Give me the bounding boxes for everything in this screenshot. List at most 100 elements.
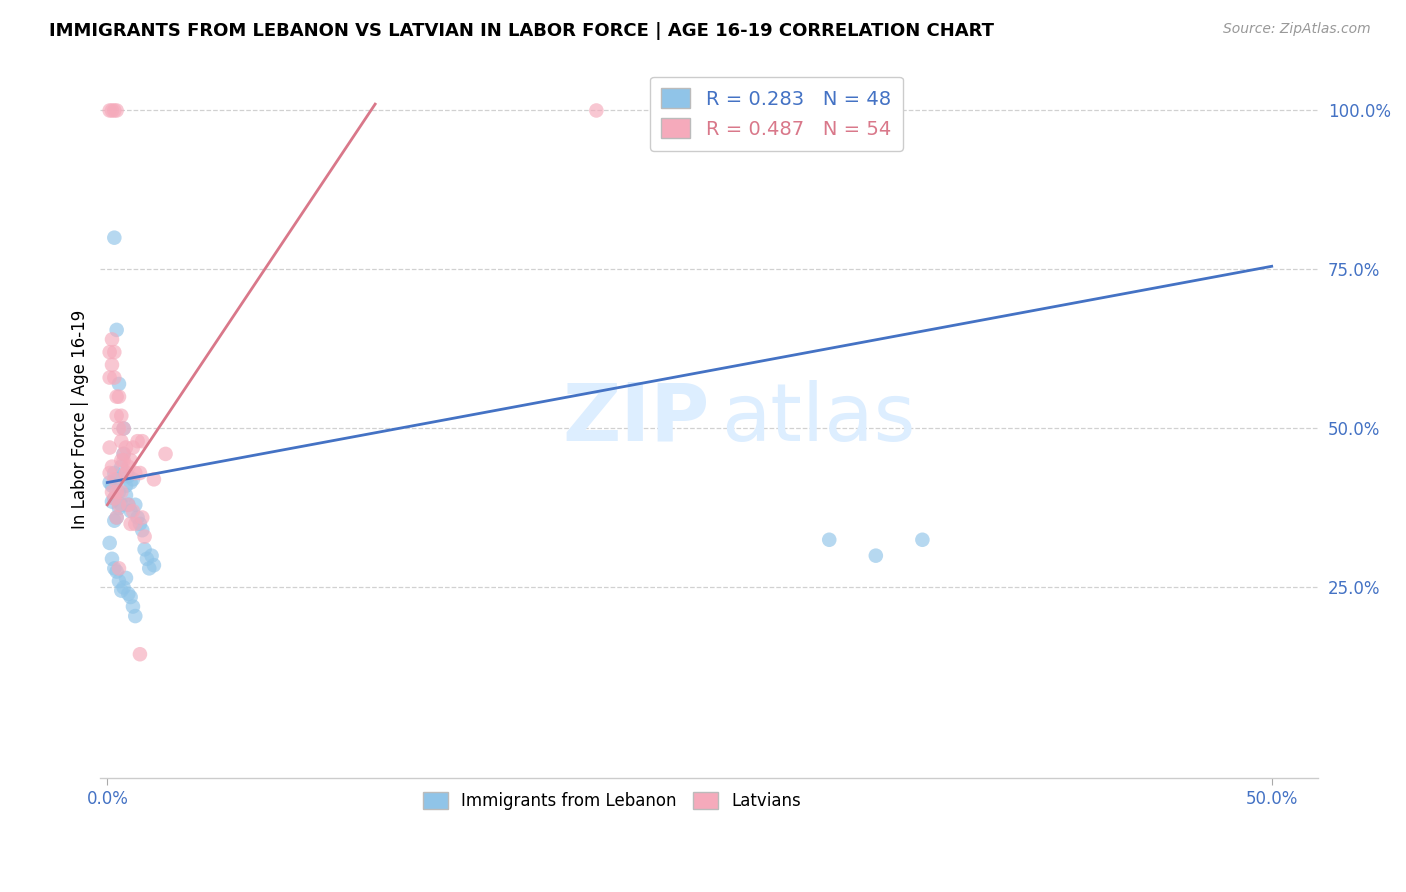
Point bbox=[115, 441, 138, 455]
Point bbox=[108, 485, 131, 500]
Point bbox=[115, 488, 138, 502]
Point bbox=[103, 491, 125, 506]
Point bbox=[98, 370, 121, 384]
Point bbox=[818, 533, 841, 547]
Point bbox=[108, 498, 131, 512]
Point bbox=[142, 472, 165, 486]
Point bbox=[108, 376, 131, 391]
Point bbox=[98, 466, 121, 480]
Point bbox=[101, 552, 124, 566]
Text: atlas: atlas bbox=[721, 380, 915, 458]
Point bbox=[98, 441, 121, 455]
Point bbox=[129, 466, 152, 480]
Point bbox=[117, 498, 139, 512]
Point bbox=[122, 441, 145, 455]
Point bbox=[98, 475, 121, 490]
Point bbox=[120, 453, 142, 467]
Point bbox=[120, 475, 142, 490]
Point bbox=[105, 472, 128, 486]
Point bbox=[115, 571, 138, 585]
Point bbox=[117, 459, 139, 474]
Point bbox=[103, 466, 125, 480]
Point bbox=[101, 103, 124, 118]
Point bbox=[131, 510, 153, 524]
Point bbox=[103, 514, 125, 528]
Point bbox=[112, 453, 135, 467]
Point bbox=[142, 558, 165, 573]
Point bbox=[101, 485, 124, 500]
Point bbox=[105, 485, 128, 500]
Point bbox=[103, 230, 125, 244]
Point bbox=[794, 103, 817, 118]
Point bbox=[117, 469, 139, 483]
Point bbox=[124, 466, 146, 480]
Text: Source: ZipAtlas.com: Source: ZipAtlas.com bbox=[1223, 22, 1371, 37]
Point bbox=[108, 500, 131, 515]
Point bbox=[131, 434, 153, 449]
Point bbox=[124, 516, 146, 531]
Point bbox=[110, 409, 132, 423]
Legend: Immigrants from Lebanon, Latvians: Immigrants from Lebanon, Latvians bbox=[416, 785, 808, 817]
Point bbox=[112, 421, 135, 435]
Point bbox=[110, 498, 132, 512]
Point bbox=[105, 323, 128, 337]
Text: IMMIGRANTS FROM LEBANON VS LATVIAN IN LABOR FORCE | AGE 16-19 CORRELATION CHART: IMMIGRANTS FROM LEBANON VS LATVIAN IN LA… bbox=[49, 22, 994, 40]
Point bbox=[127, 510, 149, 524]
Point bbox=[115, 466, 138, 480]
Point bbox=[103, 345, 125, 359]
Point bbox=[122, 504, 145, 518]
Point bbox=[103, 491, 125, 506]
Point bbox=[101, 459, 124, 474]
Point bbox=[101, 333, 124, 347]
Point bbox=[103, 103, 125, 118]
Point bbox=[105, 390, 128, 404]
Point bbox=[841, 103, 863, 118]
Point bbox=[115, 479, 138, 493]
Point bbox=[101, 479, 124, 493]
Point bbox=[110, 459, 132, 474]
Point bbox=[110, 453, 132, 467]
Point bbox=[122, 599, 145, 614]
Point bbox=[122, 472, 145, 486]
Point bbox=[124, 609, 146, 624]
Point bbox=[105, 409, 128, 423]
Point bbox=[101, 358, 124, 372]
Point bbox=[120, 504, 142, 518]
Point bbox=[105, 103, 128, 118]
Y-axis label: In Labor Force | Age 16-19: In Labor Force | Age 16-19 bbox=[72, 310, 89, 529]
Point bbox=[131, 523, 153, 537]
Point bbox=[134, 542, 156, 557]
Point bbox=[865, 549, 887, 563]
Point bbox=[127, 434, 149, 449]
Point bbox=[112, 447, 135, 461]
Point bbox=[129, 647, 152, 661]
Point bbox=[101, 494, 124, 508]
Point bbox=[110, 583, 132, 598]
Point bbox=[155, 447, 177, 461]
Point bbox=[110, 485, 132, 500]
Point bbox=[115, 466, 138, 480]
Point bbox=[108, 561, 131, 575]
Text: ZIP: ZIP bbox=[562, 380, 709, 458]
Point bbox=[103, 472, 125, 486]
Point bbox=[112, 581, 135, 595]
Point bbox=[112, 447, 135, 461]
Point bbox=[120, 516, 142, 531]
Point bbox=[98, 103, 121, 118]
Point bbox=[748, 103, 770, 118]
Point bbox=[117, 498, 139, 512]
Point bbox=[124, 498, 146, 512]
Point bbox=[134, 530, 156, 544]
Point bbox=[911, 533, 934, 547]
Point bbox=[120, 590, 142, 604]
Point bbox=[135, 552, 157, 566]
Point bbox=[108, 574, 131, 588]
Point bbox=[98, 345, 121, 359]
Point bbox=[110, 434, 132, 449]
Point bbox=[103, 561, 125, 575]
Point bbox=[103, 370, 125, 384]
Point bbox=[105, 510, 128, 524]
Point bbox=[138, 561, 160, 575]
Point bbox=[105, 565, 128, 579]
Point bbox=[112, 421, 135, 435]
